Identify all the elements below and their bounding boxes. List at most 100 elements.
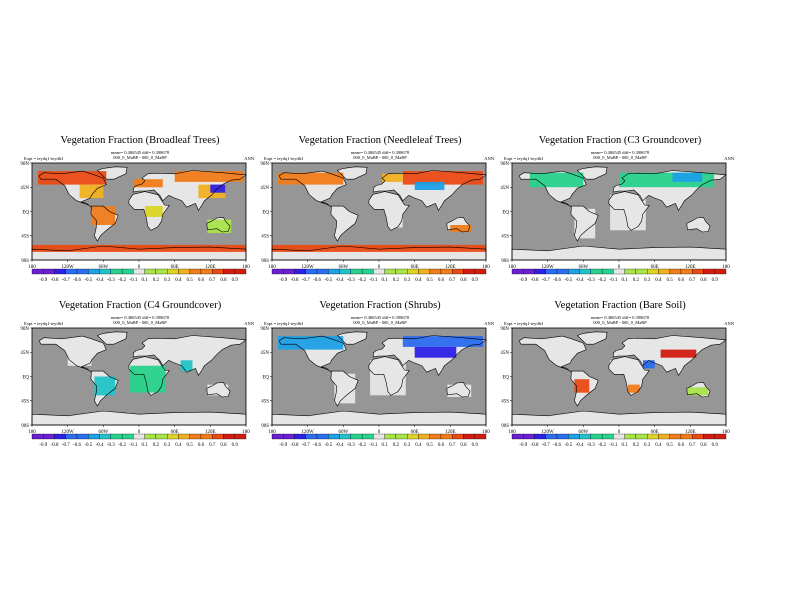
antarctica-land	[512, 246, 726, 260]
africa-coastline	[128, 191, 170, 231]
colorbar-label: 0.3	[164, 443, 171, 448]
colorbar-label: -0.3	[587, 278, 595, 283]
colorbar-swatch	[339, 433, 351, 440]
australia-coastline	[446, 382, 471, 398]
colorbar-label: 0.5	[187, 278, 194, 283]
data-patch	[642, 360, 655, 369]
colorbar: -0.9 -0.8 -0.7 -0.6 -0.5 -0.4 -0.3 -0.2 -0.1 0.1 0…	[31, 268, 247, 283]
x-tick-label: 0	[378, 265, 381, 270]
south-america-coastline	[330, 205, 359, 242]
chart-panel: Vegetation Fraction (Broadleaf Trees) mea…	[20, 133, 260, 298]
colorbar-swatch	[601, 268, 614, 275]
y-tick-label: 90S	[501, 259, 509, 264]
eurasia-coastline	[372, 170, 487, 212]
colorbar-label: -0.8	[51, 443, 59, 448]
y-tick-label: 90S	[261, 259, 269, 264]
y-tick-label: EQ	[22, 210, 29, 215]
colorbar-swatch	[624, 268, 637, 275]
colorbar-label: 0.2	[153, 278, 160, 283]
colorbar-swatch	[613, 268, 625, 275]
colorbar-swatch	[556, 268, 569, 275]
colorbar-swatch	[474, 433, 487, 440]
chart-subtitle: mean= 0.406545 diff= 0.398678	[110, 315, 170, 320]
greenland-land	[337, 166, 368, 180]
data-patch	[277, 336, 344, 350]
greenland-land	[97, 331, 128, 345]
colorbar-swatch	[463, 268, 475, 275]
colorbar: -0.9 -0.8 -0.7 -0.6 -0.5 -0.4 -0.3 -0.2 -0.1 0.1 0…	[31, 433, 247, 448]
chart-subtitle: mean= 0.406545 diff= 0.398678	[350, 315, 410, 320]
greenland-land	[577, 166, 608, 180]
colorbar-swatch	[212, 433, 224, 440]
chart-subtitle: 000_0_MaBP - 000_0_MaBP	[593, 320, 647, 325]
chart-panel: Vegetation Fraction (C4 Groundcover) mean…	[20, 298, 260, 463]
data-patch	[450, 225, 472, 232]
colorbar-swatch	[99, 433, 111, 440]
colorbar-swatch	[155, 433, 168, 440]
colorbar-swatch	[350, 433, 363, 440]
colorbar-label: 0.4	[415, 443, 422, 448]
colorbar-swatch	[613, 433, 625, 440]
colorbar-swatch	[523, 433, 535, 440]
australia-coastline	[206, 382, 231, 398]
greenland-coastline	[96, 166, 128, 180]
africa-coastline	[608, 356, 650, 396]
colorbar-swatch	[511, 268, 524, 275]
colorbar-swatch	[110, 268, 123, 275]
x-tick-label: 0	[618, 430, 621, 435]
y-tick-label: 90N	[20, 162, 29, 167]
colorbar-swatch	[714, 433, 727, 440]
colorbar-label: -0.8	[291, 278, 299, 283]
data-patch	[687, 387, 709, 396]
chart-title: Vegetation Fraction (Needleleaf Trees)	[298, 135, 462, 146]
colorbar-label: 0.6	[198, 443, 205, 448]
colorbar-label: 0.9	[232, 278, 239, 283]
colorbar-swatch	[703, 268, 715, 275]
data-patch	[402, 336, 484, 347]
colorbar-swatch	[200, 268, 213, 275]
colorbar-swatch	[294, 268, 306, 275]
colorbar-swatch	[601, 433, 614, 440]
data-patch	[610, 360, 643, 372]
colorbar-swatch	[568, 268, 580, 275]
colorbar-label: -0.5	[84, 278, 92, 283]
colorbar-swatch	[545, 433, 558, 440]
colorbar-swatch	[43, 268, 55, 275]
colorbar-label: 0.7	[689, 443, 696, 448]
y-tick-label: 45N	[260, 351, 269, 356]
x-tick-label: 0	[138, 265, 141, 270]
eurasia-coastline	[132, 335, 247, 377]
colorbar-label: 0.1	[382, 278, 389, 283]
colorbar-label: -0.1	[609, 443, 617, 448]
y-tick-label: 90S	[21, 424, 29, 429]
x-tick-label: 60W	[578, 265, 588, 270]
colorbar-label: -0.3	[347, 278, 355, 283]
chart-title: Vegetation Fraction (Broadleaf Trees)	[60, 135, 220, 146]
colorbar-label: 0.5	[187, 443, 194, 448]
colorbar-swatch	[339, 268, 351, 275]
x-tick-label: 60W	[98, 430, 108, 435]
colorbar-label: -0.2	[598, 443, 606, 448]
colorbar-label: -0.4	[576, 278, 584, 283]
y-tick-label: 90N	[20, 327, 29, 332]
colorbar-swatch	[523, 268, 535, 275]
colorbar-swatch	[452, 268, 464, 275]
colorbar-label: -0.3	[107, 443, 115, 448]
colorbar-swatch	[133, 433, 145, 440]
experiment-label: Expt = teydq1-teydh3	[264, 321, 304, 326]
colorbar-swatch	[234, 433, 247, 440]
colorbar-swatch	[714, 268, 727, 275]
colorbar-swatch	[635, 268, 648, 275]
colorbar-swatch	[200, 433, 213, 440]
antarctica-land	[512, 411, 726, 425]
colorbar-label: 0.8	[460, 278, 467, 283]
colorbar: -0.9 -0.8 -0.7 -0.6 -0.5 -0.4 -0.3 -0.2 -0.1 0.1 0…	[511, 433, 727, 448]
africa-coastline	[368, 191, 410, 231]
y-tick-label: 90N	[500, 162, 509, 167]
x-tick-label: 180	[242, 265, 250, 270]
data-patch	[414, 346, 457, 358]
colorbar-label: -0.1	[129, 443, 137, 448]
colorbar-label: -0.2	[598, 278, 606, 283]
colorbar-label: -0.6	[553, 443, 561, 448]
data-patch	[174, 171, 244, 182]
